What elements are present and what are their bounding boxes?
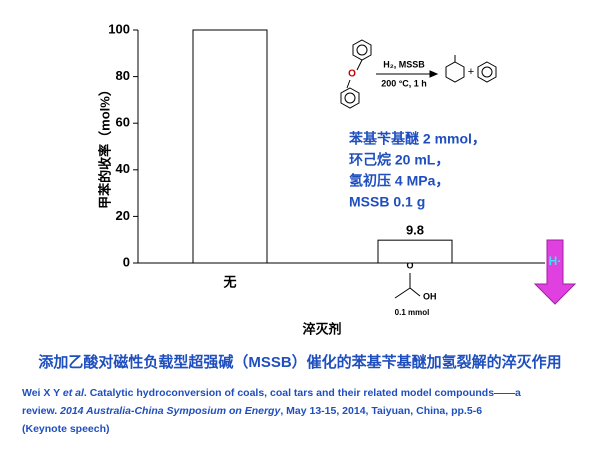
condition-line: 苯基苄基醚 2 mmol， <box>348 131 486 147</box>
structure-o: O <box>406 260 413 270</box>
y-axis-label: 甲苯的收率（mol%） <box>97 83 112 209</box>
structure-amount: 0.1 mmol <box>395 308 430 317</box>
reference-part: , May 13-15, 2014, Taiyuan, China, pp.5-… <box>280 405 482 417</box>
reference-part: 2014 Australia-China Symposium on Energy <box>59 405 281 417</box>
y-tick-label: 40 <box>116 161 130 176</box>
reference-part: Wei X Y <box>22 387 63 399</box>
arrow-label: H· <box>549 254 562 268</box>
condition-line: 环己烷 20 mL， <box>349 152 449 168</box>
y-tick-label: 20 <box>116 208 130 223</box>
y-tick-label: 0 <box>123 254 130 269</box>
bar <box>192 29 268 264</box>
reaction-scheme-drawing <box>340 39 497 109</box>
plus: + <box>468 66 474 78</box>
reagent: H₂, MSSB <box>383 59 425 69</box>
x-tick-label: 无 <box>222 274 236 289</box>
reference-part: et al <box>63 387 85 399</box>
reference-line: Wei X Y et al. Catalytic hydroconversion… <box>22 387 521 399</box>
ether-o: O <box>348 69 356 80</box>
y-tick-label: 80 <box>116 68 130 83</box>
condition-line: 氢初压 4 MPa， <box>349 173 449 189</box>
y-tick-label: 100 <box>108 21 130 36</box>
reference-line: (Keynote speech) <box>22 423 110 435</box>
structure-oh: OH <box>423 291 437 301</box>
arrow <box>533 239 577 305</box>
conditions: 200 °C, 1 h <box>381 78 427 88</box>
reference-part: . Catalytic hydroconversion of coals, co… <box>84 387 521 399</box>
acetic-acid-drawing <box>394 273 421 299</box>
data-label: 9.8 <box>406 223 424 238</box>
condition-line: MSSB 0.1 g <box>349 194 425 210</box>
x-axis-label: 淬灭剂 <box>302 321 341 336</box>
reference-line: review. 2014 Australia-China Symposium o… <box>22 405 482 417</box>
y-tick-label: 60 <box>116 115 130 130</box>
reference-part: review. <box>22 405 60 417</box>
caption: 添加乙酸对磁性负载型超强碱（MSSB）催化的苯基苄基醚加氢裂解的淬灭作用 <box>38 353 561 371</box>
reference-part: (Keynote speech) <box>22 423 110 435</box>
bar <box>377 239 453 264</box>
